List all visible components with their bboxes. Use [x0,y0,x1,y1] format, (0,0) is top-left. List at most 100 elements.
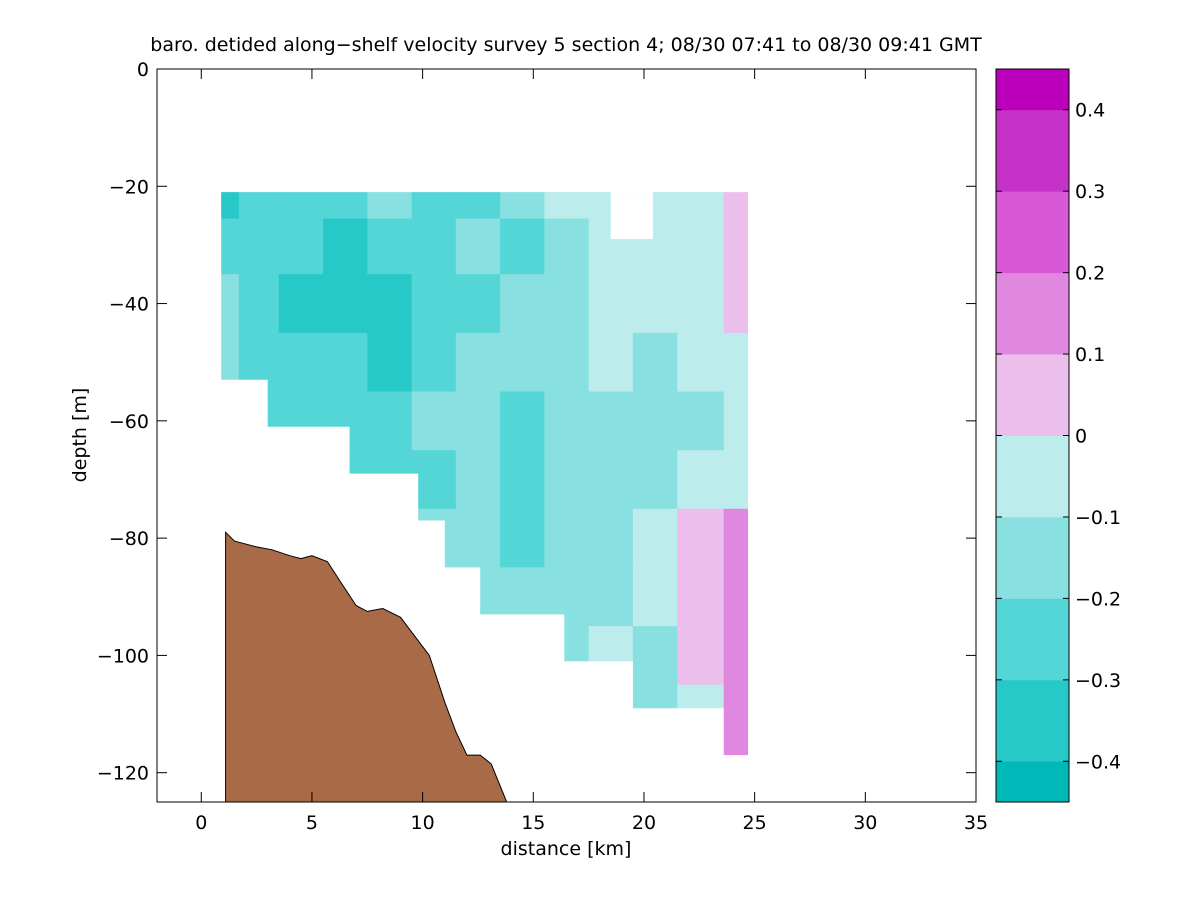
contour-cell [588,332,634,393]
colorbar-tick-label: −0.3 [1075,670,1121,692]
seafloor-bathymetry [225,531,508,803]
colorbar-band [996,109,1069,192]
contour-cell [544,218,590,275]
y-tick-label: −40 [109,294,149,316]
contour-cell [367,192,413,220]
x-tick-label: 35 [964,812,988,834]
contour-cell [723,626,748,686]
colorbar-tick-label: 0.1 [1075,344,1105,366]
contour-cell [238,192,280,220]
colorbar-tick-label: 0 [1075,426,1087,448]
contour-cell [221,274,240,334]
colorbar-tick-label: 0.3 [1075,181,1105,203]
contour-cell [238,274,280,334]
contour-cell [411,332,457,393]
contour-cell [632,332,678,393]
y-tick-label: −60 [109,411,149,433]
x-tick-label: 0 [195,812,207,834]
colorbar: 0.4 0.3 0.2 0.1 0 −0.1 −0.2 −0.3 −0.4 [995,68,1121,803]
x-tick-label: 10 [411,812,435,834]
contour-cell [411,450,457,510]
x-axis-label: distance [km] [501,838,632,860]
contour-cell [544,274,590,334]
y-axis-label: depth [m] [69,388,91,483]
contour-cell [632,567,678,627]
contour-cell [677,274,725,334]
contour-cell [455,218,501,275]
contour-cell [677,450,725,510]
contour-cell [411,218,457,275]
x-tick-label: 20 [632,812,656,834]
x-tick-label: 30 [853,812,877,834]
contour-cell [723,684,748,736]
no-data-cell [610,192,653,240]
contour-cell [455,332,501,393]
colorbar-tick-label: −0.2 [1075,588,1121,610]
contour-cell [723,567,748,627]
contour-cell [723,391,748,451]
colorbar-band [996,272,1069,355]
y-tick-label: −100 [97,645,149,667]
colorbar-band [996,761,1069,803]
contour-cell [632,450,678,510]
y-tick-label: −80 [109,528,149,550]
contour-cell [723,332,748,393]
contour-cell [544,391,590,451]
colorbar-tick-label: 0.2 [1075,263,1105,285]
contour-cell [500,332,545,393]
contour-cell [544,332,590,393]
colorbar-tick-label: 0.4 [1075,100,1105,122]
colorbar-band [996,598,1069,681]
contour-cell [723,192,748,220]
y-tick-label: 0 [137,59,149,81]
contour-cell [238,218,280,275]
colorbar-band [996,69,1069,111]
x-tick-label: 5 [306,812,318,834]
contour-cell [323,218,368,275]
contour-cell [455,391,501,451]
contour-cell [723,274,748,334]
contour-cell [677,626,725,686]
plot-area: 0 5 10 15 20 25 30 35 0 −20 −40 −60 −80 −100 −120 [97,59,988,834]
colorbar-tick-label: −0.1 [1075,507,1121,529]
contour-cell [411,391,457,451]
contour-cell [677,567,725,627]
contour-cell [455,508,501,568]
contour-cell [411,274,457,334]
y-axis: 0 −20 −40 −60 −80 −100 −120 [97,59,976,785]
contour-cell [632,626,678,686]
contour-cell [632,391,678,451]
contour-cell [677,332,725,393]
contour-cell [411,192,457,220]
contour-cell [278,192,324,220]
contour-cell [500,274,545,334]
x-axis: 0 5 10 15 20 25 30 35 [195,69,988,834]
contour-cell [278,332,324,393]
colorbar-band [996,354,1069,436]
colorbar-band [996,435,1069,518]
x-tick-label: 25 [743,812,767,834]
x-tick-label: 15 [521,812,545,834]
contour-cell [455,192,501,220]
contour-cell [455,450,501,510]
contour-cell [455,274,501,334]
contour-cell [544,508,590,568]
no-data-patch [610,192,653,240]
contour-cell [677,508,725,568]
contour-cell [500,391,545,451]
colorbar-tick-label: −0.4 [1075,751,1121,773]
contour-cell [723,450,748,510]
contour-cell [323,274,368,334]
chart-title: baro. detided along−shelf velocity surve… [150,34,982,56]
contour-cell [500,218,545,275]
colorbar-bands [996,69,1069,803]
contour-cell [632,274,678,334]
contour-cell [323,332,368,393]
contour-cell [677,391,725,451]
contour-cell [588,450,634,510]
contour-cell [632,508,678,568]
contour-cell [367,391,413,451]
contour-cell [677,192,725,220]
colorbar-band [996,516,1069,599]
contour-cell [323,192,368,220]
